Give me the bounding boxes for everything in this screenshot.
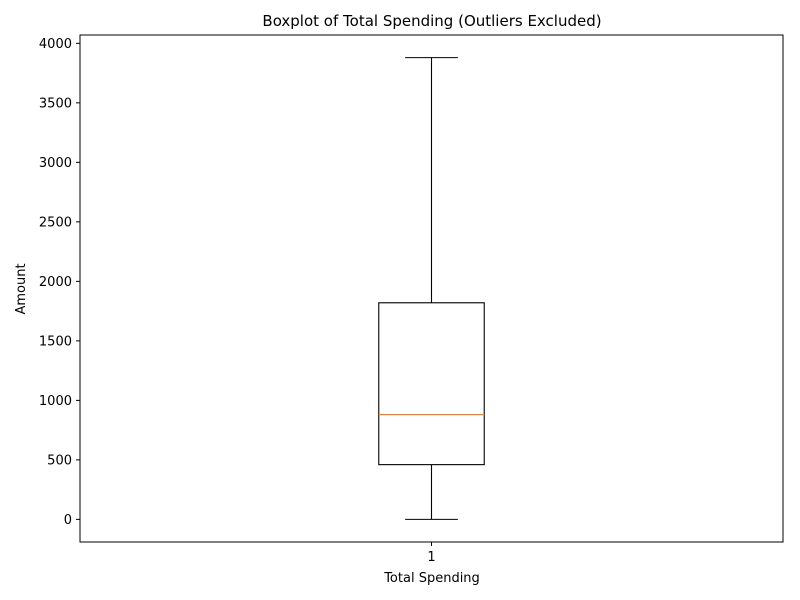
y-tick-label: 2500 bbox=[39, 215, 72, 230]
y-tick-label: 2000 bbox=[39, 275, 72, 290]
y-tick-label: 1500 bbox=[39, 334, 72, 349]
x-axis: 1 bbox=[427, 542, 436, 565]
x-tick-label: 1 bbox=[427, 550, 435, 565]
y-tick-label: 3500 bbox=[39, 96, 72, 111]
y-tick-label: 3000 bbox=[39, 156, 72, 171]
y-axis-label: Amount bbox=[14, 263, 29, 314]
y-tick-label: 500 bbox=[47, 453, 72, 468]
box-group bbox=[378, 57, 485, 520]
iqr-box bbox=[378, 302, 485, 466]
y-tick-label: 1000 bbox=[39, 394, 72, 409]
y-tick-label: 0 bbox=[64, 513, 72, 528]
y-axis: 0 500 1000 1500 2000 2500 3000 3500 4000 bbox=[39, 37, 80, 528]
y-tick-label: 4000 bbox=[39, 37, 72, 52]
x-axis-label: Total Spending bbox=[383, 571, 480, 586]
chart-title: Boxplot of Total Spending (Outliers Excl… bbox=[262, 12, 601, 30]
